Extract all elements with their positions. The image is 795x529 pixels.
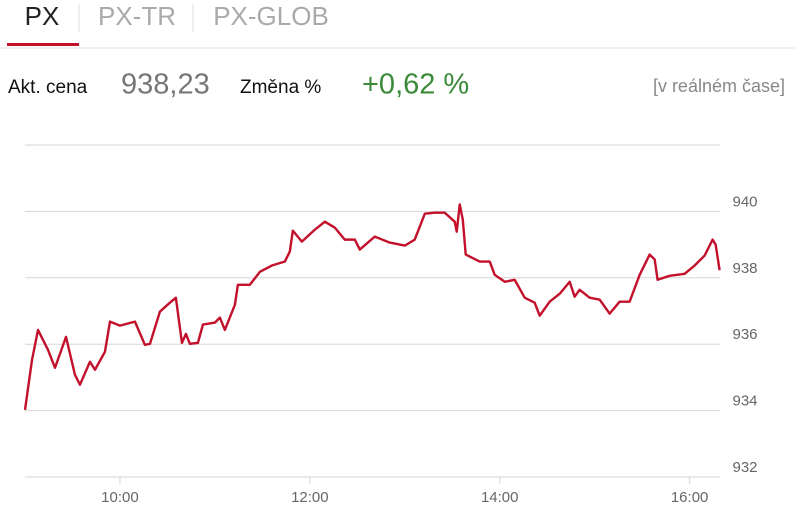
y-tick-label: 938 — [732, 260, 757, 277]
tab-underline — [7, 43, 79, 46]
price-label: Akt. cena — [8, 77, 88, 98]
y-tick-label: 932 — [732, 459, 757, 476]
realtime-note: [v reálném čase] — [653, 76, 785, 96]
price-line — [23, 203, 721, 411]
tab[interactable]: PX-TR — [98, 1, 176, 31]
y-tick-label: 934 — [732, 393, 757, 410]
change: +0,62 % — [362, 69, 469, 101]
tab-active[interactable]: PX — [25, 1, 60, 31]
x-tick-label: 16:00 — [671, 489, 709, 506]
y-tick-label: 940 — [732, 193, 757, 210]
tab[interactable]: PX-GLOB — [213, 1, 329, 31]
chart: 932 934 936 938 940 10:00 12:00 14:00 16:00 — [23, 144, 758, 506]
x-tick-label: 14:00 — [481, 489, 519, 506]
x-tick-label: 12:00 — [291, 489, 329, 506]
x-tick-label: 10:00 — [101, 489, 139, 506]
change-label: Změna % — [240, 77, 321, 98]
price: 938,23 — [121, 69, 210, 101]
y-tick-label: 936 — [732, 326, 757, 343]
